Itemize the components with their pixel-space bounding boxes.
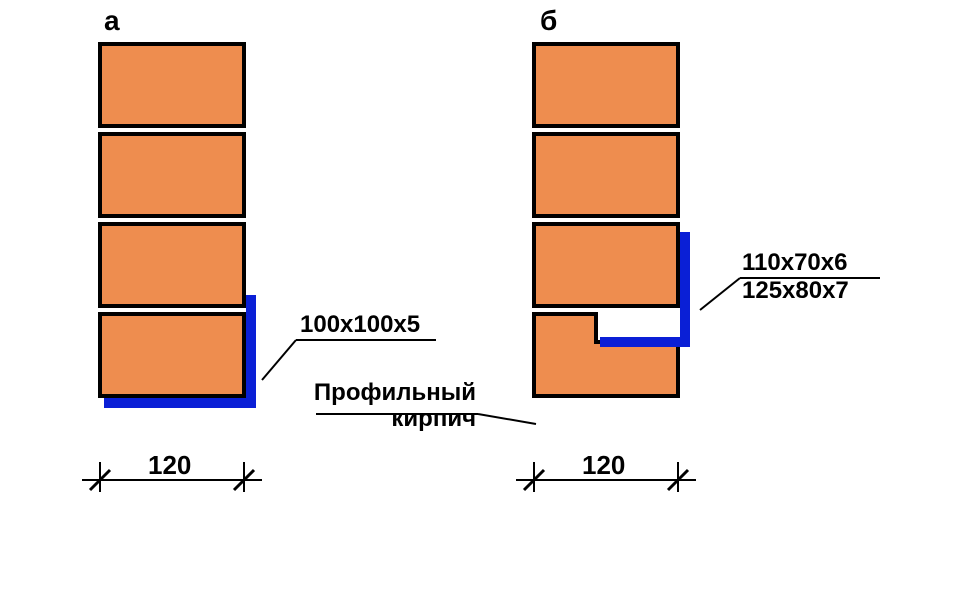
variant-label-b: б bbox=[540, 5, 557, 36]
leader-line bbox=[262, 340, 296, 380]
brick bbox=[100, 44, 244, 126]
leader-line bbox=[478, 414, 536, 424]
profile-brick-label-1: Профильный bbox=[314, 379, 476, 406]
angle-dims-label-1: 110х70х6 bbox=[742, 249, 847, 276]
diagram-b bbox=[316, 44, 880, 424]
brick bbox=[100, 224, 244, 306]
angle-dims-label-2: 125х80х7 bbox=[742, 277, 849, 304]
variant-label-a: а bbox=[104, 5, 120, 36]
dimension-value: 120 bbox=[148, 450, 191, 480]
brick bbox=[100, 314, 244, 396]
dimension-value: 120 bbox=[582, 450, 625, 480]
leader-line bbox=[700, 278, 740, 310]
brick bbox=[100, 134, 244, 216]
brick bbox=[534, 44, 678, 126]
brick bbox=[534, 224, 678, 306]
diagram-a bbox=[100, 44, 436, 408]
brick bbox=[534, 134, 678, 216]
profile-brick bbox=[534, 314, 678, 396]
angle-dims-label: 100х100х5 bbox=[300, 311, 420, 338]
profile-brick-label-2: кирпич bbox=[391, 405, 476, 432]
